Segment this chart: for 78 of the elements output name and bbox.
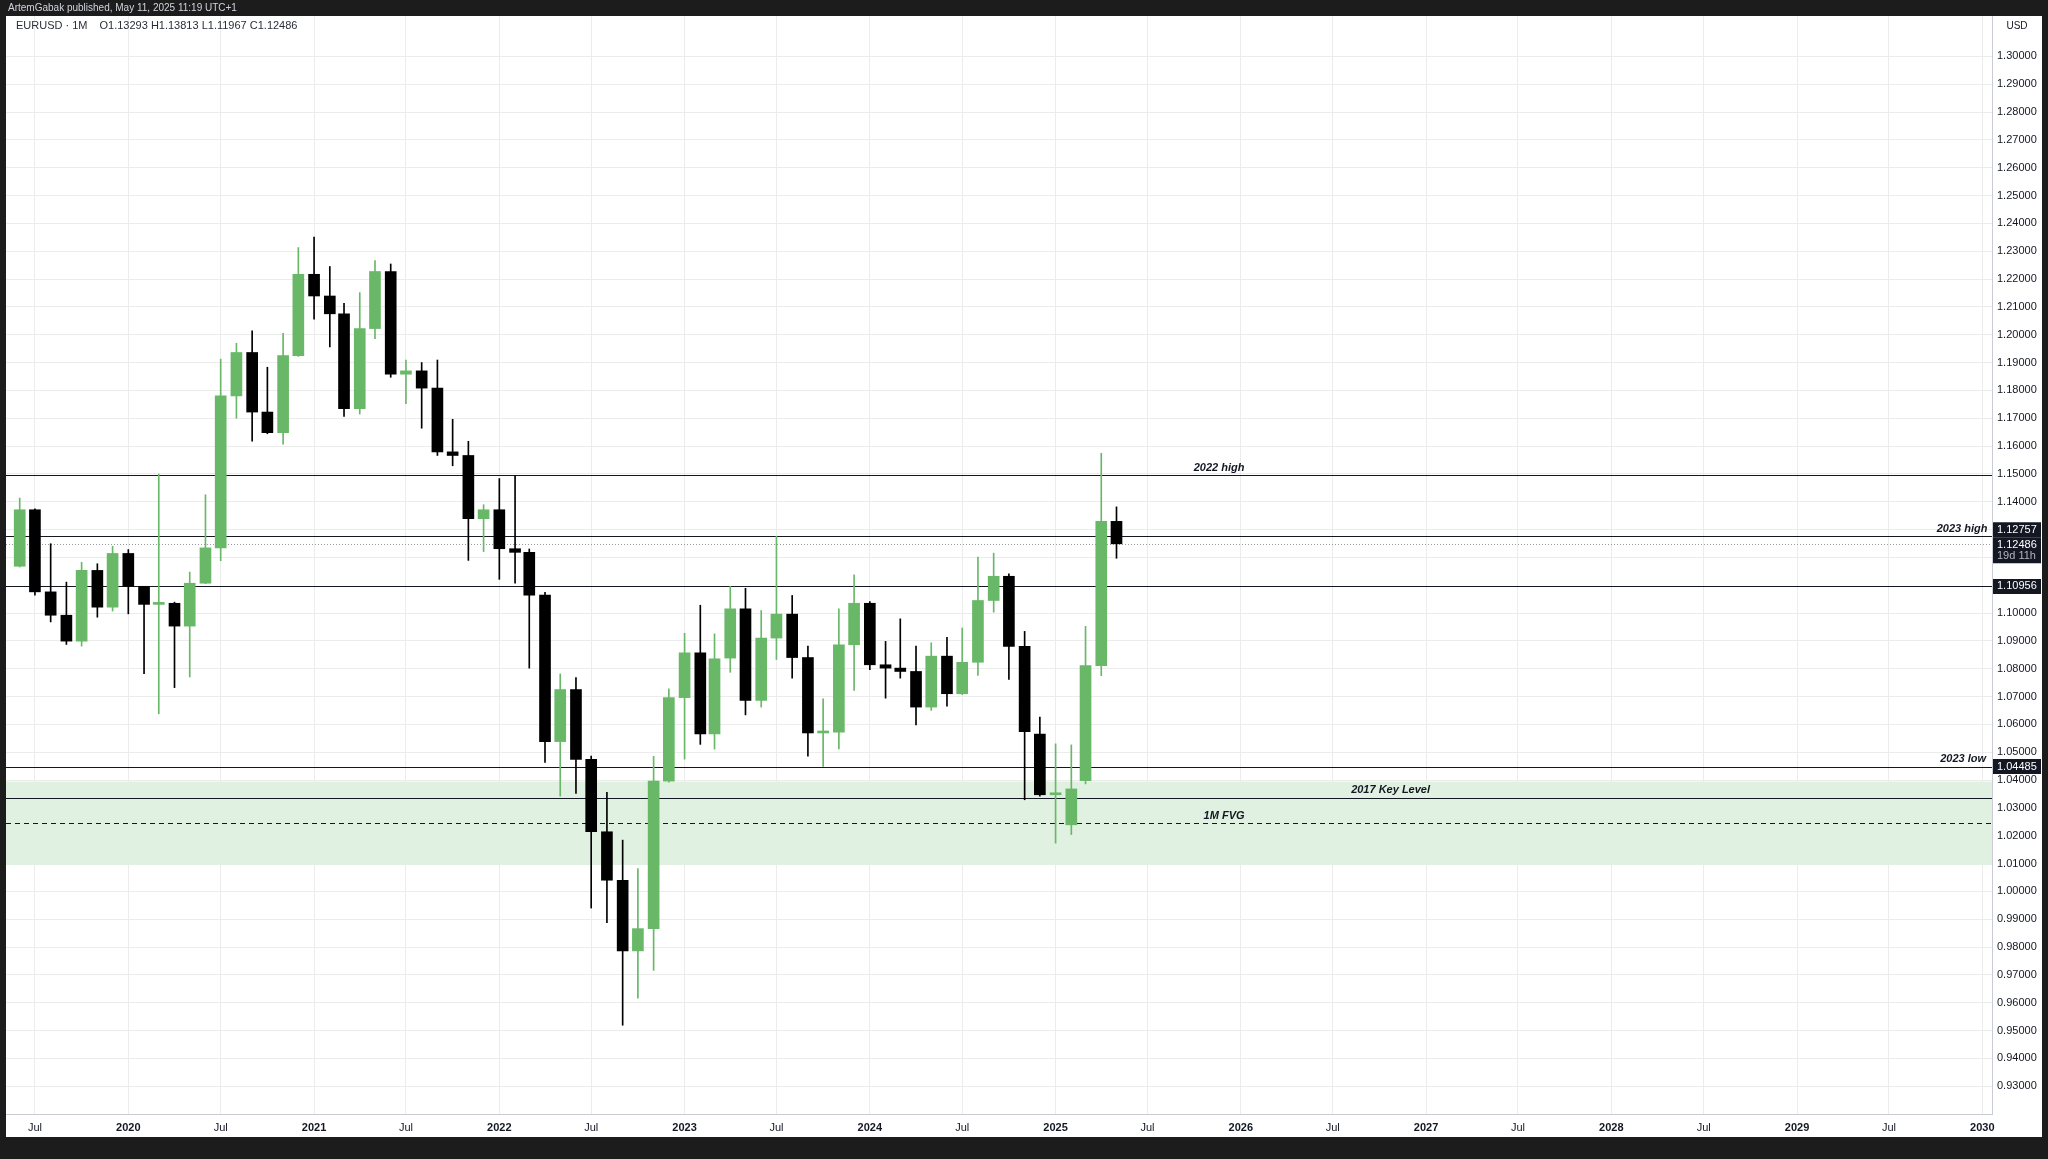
x-tick-label: 2028: [1599, 1120, 1624, 1133]
y-tick-label: 1.16000: [1997, 439, 2037, 452]
y-tick-label: 1.24000: [1997, 216, 2037, 229]
y-tick-label: 1.07000: [1997, 689, 2037, 702]
annotation: 1M FVG: [1203, 808, 1246, 821]
candlestick: [509, 474, 521, 584]
y-tick-label: 1.21000: [1997, 299, 2037, 312]
x-tick-label: Jul: [1325, 1120, 1340, 1133]
candlestick: [400, 359, 412, 405]
x-tick-label: Jul: [27, 1120, 42, 1133]
x-tick-label: Jul: [1696, 1120, 1711, 1133]
y-tick-label: 1.29000: [1997, 77, 2037, 90]
text: ArtemGabak published, May 11, 2025 11:19 UTC+1: [8, 1, 237, 15]
candlestick: [415, 362, 428, 429]
annotation: 2017 Key Level: [1350, 783, 1431, 796]
candlestick: [632, 868, 644, 999]
y-tick-label: 1.20000: [1997, 327, 2037, 340]
y-tick-label: 0.97000: [1997, 967, 2037, 980]
y-tick-label: 1.22000: [1997, 272, 2037, 285]
x-tick-label: Jul: [584, 1120, 599, 1133]
y-tick-label: 0.95000: [1997, 1023, 2037, 1036]
y-tick-label: 1.17000: [1997, 411, 2037, 424]
y-tick-label: 1.26000: [1997, 160, 2037, 173]
x-tick-label: Jul: [213, 1120, 228, 1133]
annotation: 2023 high: [1935, 521, 1988, 534]
y-axis-title: USD: [2006, 19, 2028, 31]
ref-line-label: 1.12757: [1997, 522, 2037, 535]
y-tick-label: 1.08000: [1997, 661, 2037, 674]
x-tick-label: 2030: [1970, 1120, 1995, 1133]
x-tick-label: 2025: [1043, 1120, 1068, 1133]
y-tick-label: 1.27000: [1997, 132, 2037, 145]
y-tick-label: 1.30000: [1997, 49, 2037, 62]
y-tick-label: 1.18000: [1997, 383, 2037, 396]
y-tick-label: 1.14000: [1997, 494, 2037, 507]
x-tick-label: 2026: [1228, 1120, 1254, 1133]
x-tick-label: Jul: [955, 1120, 970, 1133]
chart-subtitle: O1.13293 H1.13813 L1.11967 C1.12486: [99, 19, 298, 32]
y-tick-label: 1.19000: [1997, 355, 2037, 368]
y-tick-label: 1.04000: [1997, 773, 2037, 786]
x-tick-label: 2021: [301, 1120, 327, 1133]
annotation: 2023 low: [1939, 752, 1988, 765]
y-tick-label: 1.02000: [1997, 828, 2037, 841]
y-tick-label: 0.99000: [1997, 912, 2037, 925]
x-tick-label: 2023: [672, 1120, 697, 1133]
candlestick: [894, 618, 907, 679]
ref-line-label: 1.04485: [1997, 759, 2037, 772]
y-tick-label: 0.96000: [1997, 995, 2037, 1008]
x-tick-label: 2024: [857, 1120, 883, 1133]
ref-line-label: 1.10956: [1997, 579, 2037, 592]
y-tick-label: 1.25000: [1997, 188, 2037, 201]
y-tick-label: 1.06000: [1997, 717, 2037, 730]
y-tick-label: 1.23000: [1997, 244, 2037, 257]
y-tick-label: 1.05000: [1997, 745, 2037, 758]
ref-line-label: 1.12486 19d 11h: [1997, 537, 2037, 561]
x-tick-label: Jul: [1881, 1120, 1896, 1133]
y-tick-label: 0.94000: [1997, 1051, 2037, 1064]
x-tick-label: 2029: [1784, 1120, 1810, 1133]
y-tick-label: 1.28000: [1997, 105, 2037, 118]
y-tick-label: 1.15000: [1997, 466, 2037, 479]
y-tick-label: 0.98000: [1997, 940, 2037, 953]
x-tick-label: 2027: [1413, 1120, 1439, 1133]
y-tick-label: 1.09000: [1997, 633, 2037, 646]
chart-title: EURUSD · 1M: [16, 19, 88, 32]
y-tick-label: 1.01000: [1997, 856, 2037, 869]
x-tick-label: 2022: [487, 1120, 512, 1133]
y-tick-label: 0.93000: [1997, 1079, 2037, 1092]
x-tick-label: Jul: [1510, 1120, 1525, 1133]
x-tick-label: Jul: [1140, 1120, 1155, 1133]
x-tick-label: 2020: [116, 1120, 141, 1133]
x-tick-label: Jul: [769, 1120, 784, 1133]
candlestick: [138, 585, 150, 675]
annotation: 2022 high: [1192, 460, 1245, 473]
y-tick-label: 1.10000: [1997, 606, 2037, 619]
y-tick-label: 1.03000: [1997, 800, 2037, 813]
candlestick: [323, 266, 336, 348]
x-tick-label: Jul: [398, 1120, 413, 1133]
y-tick-label: 1.00000: [1997, 884, 2037, 897]
candlestick: [152, 473, 165, 715]
